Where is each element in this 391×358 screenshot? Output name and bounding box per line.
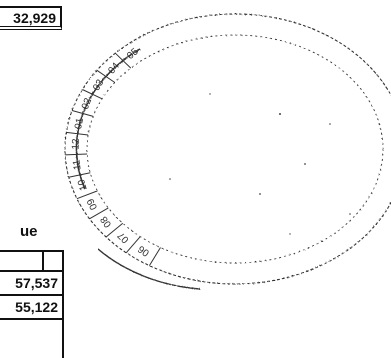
stamp-ring-label: 11 [71,158,83,170]
stamp-tick [82,89,103,100]
stamp-tick [96,69,116,83]
table-header-rule [0,270,64,272]
stamp-tick [76,190,98,200]
stamp-tick [68,172,91,178]
stamp-ring-label: 12 [71,138,82,150]
table-top-rule [0,250,64,252]
stamp-ring-label: 08 [98,214,114,230]
stamp-ring-label: 04 [106,60,122,76]
stamp-arc-bottom [97,248,201,290]
table-row-2-rule [0,318,64,320]
stamp-ring-label: 06 [136,243,152,259]
stamp-inner-ring [86,34,384,264]
stamp-arc-left [75,48,141,190]
stamp-outer-ring [64,13,391,285]
table-row-1-rule [0,294,64,296]
stamp-ring-label: 01 [73,117,86,131]
stamp-ring-label: 09 [85,196,100,211]
table-row-2-value: 55,122 [15,299,58,315]
stamp-tick [105,222,124,238]
total-value-cell: 32,929 [0,6,62,30]
stamp-tick [89,207,109,220]
stamp-ring-label: 02 [80,96,94,111]
table-header-divider [42,250,44,270]
stamp-tick [114,52,132,69]
stamp-tick [125,236,141,254]
stamp-tick [148,247,161,266]
value-table: 57,537 55,122 [0,250,64,358]
stamp-tick [65,153,88,156]
stamp-ring-label: 05 [125,46,141,62]
stamp-ring-label: 03 [91,77,106,93]
caption-fragment: ue [20,223,38,240]
table-row-1-value: 57,537 [15,275,58,291]
stamp-ring-label: 10 [76,178,90,192]
stamp-ring-label: 07 [115,229,131,245]
stamp-tick [66,131,89,136]
stamp-ticks [65,52,161,266]
stamp-tick [71,110,94,117]
stamp-speckle [169,93,351,235]
total-value: 32,929 [13,10,56,26]
